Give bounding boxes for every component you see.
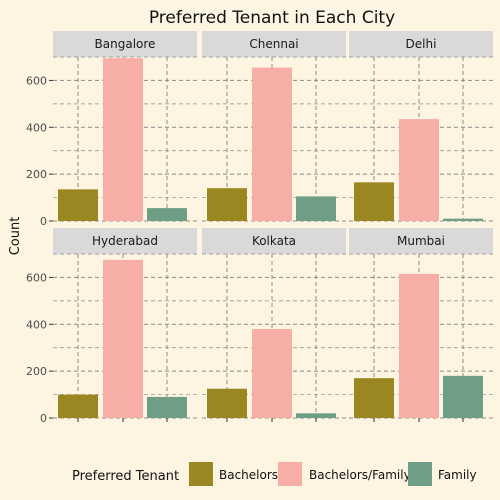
bar-kolkata-bachelors [207,389,247,418]
facet-strip-label: Delhi [406,37,437,51]
y-axis-title: Count [8,217,23,256]
y-tick-label: 400 [26,318,47,331]
bar-delhi-bachelors-family [399,119,439,221]
bar-mumbai-bachelors [354,378,394,418]
chart-title: Preferred Tenant in Each City [149,8,395,28]
legend-title: Preferred Tenant [72,469,179,484]
legend-label: Family [438,468,477,482]
y-tick-label: 600 [26,74,47,87]
y-tick-label: 600 [26,271,47,284]
facet-strip-label: Kolkata [252,234,296,248]
bar-bangalore-bachelors [58,189,98,221]
facet-strip-label: Hyderabad [92,234,158,248]
bar-hyderabad-family [147,397,187,418]
bar-chennai-bachelors [207,188,247,221]
bar-mumbai-bachelors-family [399,274,439,418]
y-tick-label: 200 [26,168,47,181]
y-tick-label: 400 [26,121,47,134]
legend-key-family [408,462,432,486]
legend-label: Bachelors/Family [309,468,411,482]
legend-label: Bachelors [219,468,278,482]
bar-bangalore-family [147,208,187,221]
bar-hyderabad-bachelors [58,395,98,418]
legend-key-bachelors-family [278,462,302,486]
y-tick-label: 200 [26,365,47,378]
bar-hyderabad-bachelors-family [103,260,143,418]
legend-key-bachelors [189,462,213,486]
bar-mumbai-family [443,376,483,418]
bar-chennai-family [296,196,336,221]
bar-kolkata-bachelors-family [252,329,292,418]
bar-delhi-family [443,219,483,221]
facet-strip-label: Bangalore [95,37,156,51]
bar-kolkata-family [296,413,336,418]
y-tick-label: 0 [40,215,47,228]
bar-delhi-bachelors [354,182,394,221]
facet-strip-label: Mumbai [397,234,445,248]
y-tick-label: 0 [40,412,47,425]
bar-bangalore-bachelors-family [103,58,143,221]
facet-strip-label: Chennai [249,37,298,51]
bar-chennai-bachelors-family [252,68,292,221]
